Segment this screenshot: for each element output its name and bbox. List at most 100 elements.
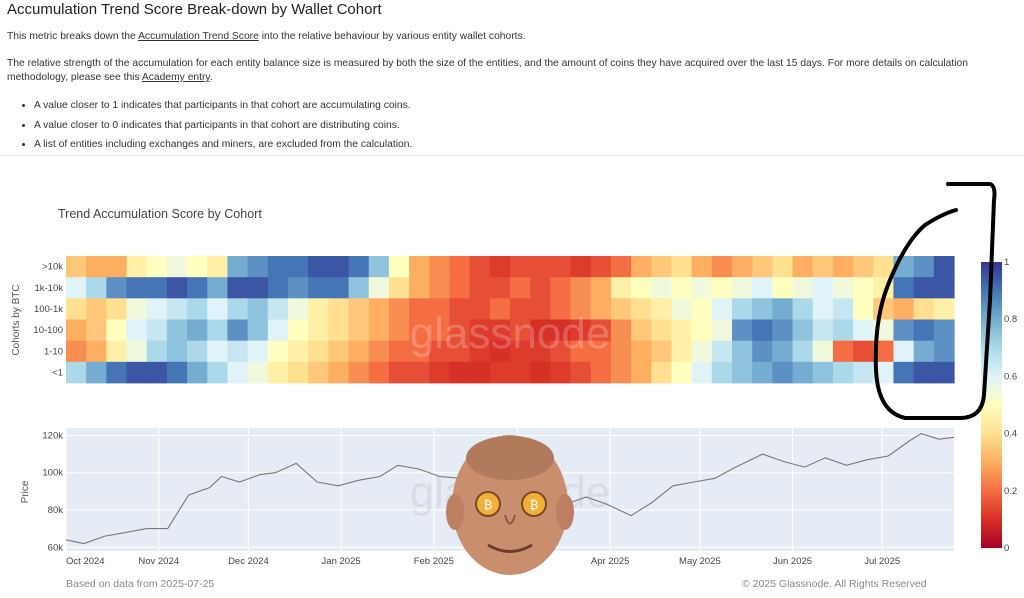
heatmap-cell [510, 298, 531, 320]
heatmap-cell [590, 298, 612, 320]
heatmap-cell [489, 298, 511, 320]
heatmap-cell [671, 298, 693, 320]
heatmap-cell [348, 340, 370, 363]
heatmap-cell [933, 340, 955, 363]
heatmap-cell [469, 277, 491, 299]
bullet-item: A value closer to 1 indicates that parti… [34, 99, 412, 119]
price-x-tick-label: May 2025 [679, 556, 721, 567]
heatmap-cell [893, 319, 915, 342]
mascot-sticker: ₿ ₿ [446, 435, 574, 575]
heatmap-cell [631, 298, 652, 320]
heatmap-cell [328, 319, 350, 342]
heatmap-cell [66, 340, 87, 363]
heatmap-cell [227, 298, 249, 320]
heatmap-cell [530, 277, 551, 299]
colorbar-ticks: 1 0.8 0.6 0.4 0.2 0 [1004, 257, 1017, 554]
heatmap-cell [711, 298, 733, 320]
heatmap-cell [832, 319, 854, 342]
heatmap-cell [732, 340, 753, 363]
heatmap-cell [610, 277, 632, 299]
heatmap-row-label: 1k-10k [34, 283, 63, 294]
heatmap-cell [590, 277, 612, 299]
heatmap-cell [570, 256, 592, 278]
colorbar-tick-label: 0 [1004, 543, 1009, 554]
heatmap-cell [308, 319, 329, 342]
heatmap-cell [853, 340, 874, 363]
accumulation-trend-score-link[interactable]: Accumulation Trend Score [138, 31, 259, 42]
intro-prefix: This metric breaks down the [7, 31, 139, 42]
footer-copyright: © 2025 Glassnode. All Rights Reserved [742, 578, 927, 590]
heatmap-cell [267, 277, 289, 299]
footer-data-date: Based on data from 2025-07-25 [66, 578, 215, 590]
heatmap-cell [772, 256, 794, 278]
heatmap-cell [247, 340, 269, 363]
heatmap-cell [631, 340, 652, 363]
heatmap-cell [651, 277, 673, 299]
price-x-tick-label: Jan 2025 [322, 556, 361, 567]
heatmap-cell [469, 298, 491, 320]
heatmap-cell [893, 277, 915, 299]
heatmap-cell [348, 256, 370, 278]
heatmap-cell [227, 340, 249, 363]
heatmap-cell [530, 256, 551, 278]
heatmap-cell [429, 256, 451, 278]
heatmap-row-label: 100-1k [34, 304, 63, 315]
heatmap-cell [166, 319, 188, 342]
heatmap-cell [207, 361, 229, 384]
heatmap-cell [388, 298, 410, 320]
heatmap-cell [812, 277, 834, 299]
heatmap-cell [671, 277, 693, 299]
heatmap-cell [752, 256, 773, 278]
heatmap-cell [873, 256, 895, 278]
heatmap-cell [126, 256, 148, 278]
heatmap-cell [792, 277, 814, 299]
heatmap-cell [146, 277, 168, 299]
heatmap-cell [671, 319, 693, 342]
heatmap-cell [913, 277, 935, 299]
colorbar-tick-label: 1 [1004, 257, 1009, 268]
heatmap-cell [106, 319, 128, 342]
heatmap-cell [752, 340, 773, 363]
heatmap-cell [550, 319, 572, 342]
heatmap-cell [207, 277, 229, 299]
heatmap-cell [893, 298, 915, 320]
heatmap-cell [288, 319, 309, 342]
heatmap-cell [711, 277, 733, 299]
heatmap-cell [409, 298, 430, 320]
colorbar-tick-label: 0.2 [1004, 486, 1017, 497]
heatmap-cell [146, 319, 168, 342]
heatmap [66, 256, 955, 384]
heatmap-cell [86, 277, 107, 299]
heatmap-cell [631, 361, 652, 384]
heatmap-cell [449, 298, 471, 320]
academy-entry-link[interactable]: Academy entry [141, 72, 210, 83]
heatmap-cell [651, 340, 673, 363]
heatmap-cell [832, 361, 854, 384]
heatmap-cell [651, 298, 673, 320]
heatmap-cell [227, 319, 249, 342]
heatmap-cell [368, 340, 390, 363]
bullet-list: A value closer to 1 indicates that parti… [22, 99, 412, 158]
heatmap-cell [610, 361, 632, 384]
heatmap-cell [671, 256, 693, 278]
heatmap-cell [429, 277, 451, 299]
heatmap-cell [530, 361, 551, 384]
method-paragraph: The relative strength of the accumulatio… [7, 57, 968, 85]
heatmap-cell [853, 256, 874, 278]
price-y-tick-label: 100k [42, 468, 63, 479]
heatmap-cell [772, 277, 794, 299]
heatmap-cell [550, 277, 572, 299]
heatmap-cell [368, 361, 390, 384]
heatmap-cell [187, 319, 208, 342]
colorbar-tick-label: 0.8 [1004, 314, 1017, 325]
heatmap-cell [247, 256, 269, 278]
bullet-item: A value closer to 0 indicates that parti… [34, 119, 412, 139]
heatmap-cell [853, 298, 874, 320]
price-x-tick-label: Apr 2025 [591, 556, 630, 567]
heatmap-cell [449, 256, 471, 278]
section-divider [0, 155, 1024, 156]
heatmap-cell [873, 340, 895, 363]
heatmap-cell [732, 361, 753, 384]
heatmap-cell [510, 361, 531, 384]
intro-suffix: into the relative behaviour by various e… [258, 31, 526, 42]
